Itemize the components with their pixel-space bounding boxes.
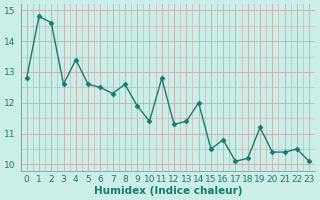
X-axis label: Humidex (Indice chaleur): Humidex (Indice chaleur): [94, 186, 242, 196]
